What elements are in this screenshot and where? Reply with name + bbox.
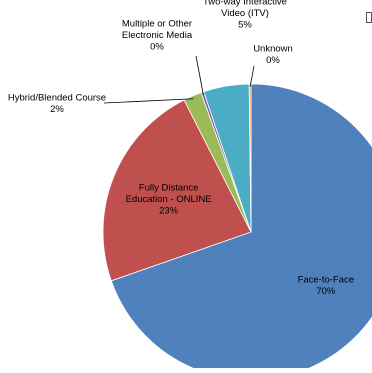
slice-label-line: 0% [266, 55, 280, 66]
leader-line [195, 55, 204, 96]
slice-label-line: 23% [159, 205, 179, 216]
slice-label: Hybrid/Blended Course 2% [8, 92, 106, 115]
slice-label: Multiple or Other Electronic Media 0% [122, 19, 193, 53]
pie-slice-fully-distance [102, 99, 252, 282]
slice-label-line: Unknown [253, 43, 293, 54]
corner-marker [366, 12, 372, 23]
slice-label-line: 70% [316, 286, 336, 297]
slice-label-line: Hybrid/Blended Course [8, 92, 106, 103]
slice-label-line: Face-to-Face [298, 274, 355, 285]
slice-label-line: Fully Distance [139, 182, 199, 193]
slice-label: Two-way Interactive Video (ITV) 5% [203, 0, 287, 31]
slice-label-line: 5% [238, 20, 252, 31]
slice-label-line: Education - ONLINE [126, 194, 212, 205]
slice-label-line: Two-way Interactive [203, 0, 287, 8]
slice-label-line: Multiple or Other [122, 19, 192, 30]
slice-label-line: 2% [50, 104, 64, 115]
slice-label-line: Video (ITV) [221, 8, 269, 19]
slice-label-line: 0% [150, 42, 164, 53]
slice-label-line: Electronic Media [122, 30, 193, 41]
leader-line [249, 65, 255, 88]
slice-label: Fully Distance Education - ONLINE 23% [126, 182, 212, 216]
slice-label: Unknown 0% [253, 43, 293, 66]
leader-line [103, 98, 194, 104]
slice-label: Face-to-Face 70% [298, 274, 355, 297]
